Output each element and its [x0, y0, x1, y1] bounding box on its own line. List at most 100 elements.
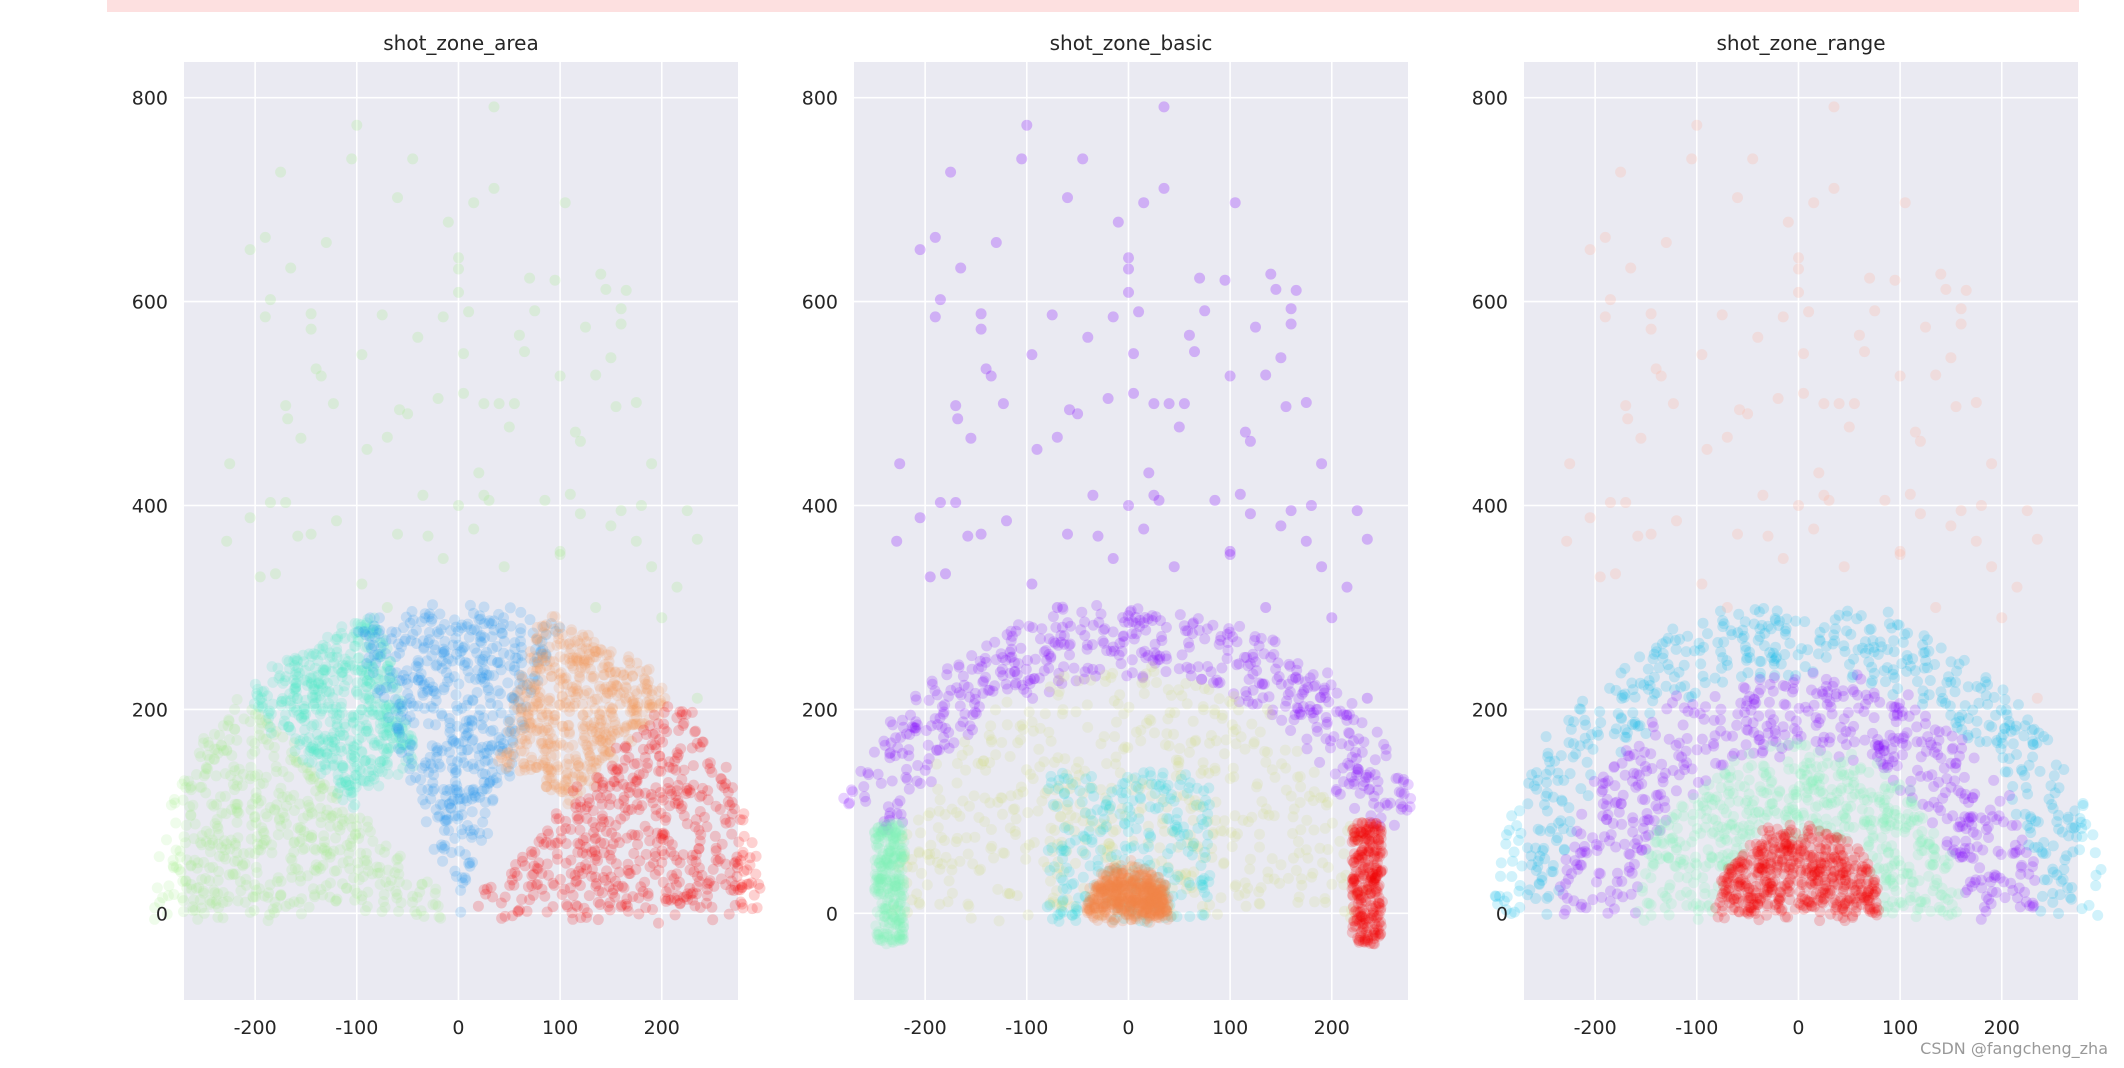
- scatter-point: [605, 520, 617, 532]
- scatter-point: [324, 851, 336, 863]
- scatter-point: [450, 870, 462, 882]
- scatter-point: [378, 743, 390, 755]
- scatter-point: [600, 874, 611, 886]
- scatter-point: [468, 523, 480, 535]
- scatter-point: [1314, 692, 1326, 704]
- scatter-point: [396, 746, 408, 758]
- scatter-point: [1085, 674, 1097, 686]
- scatter-point: [271, 799, 283, 811]
- scatter-point: [449, 865, 461, 877]
- scatter-point: [406, 735, 418, 747]
- scatter-point: [306, 831, 318, 843]
- scatter-point: [260, 834, 272, 846]
- scatter-point: [719, 782, 730, 794]
- scatter-point: [450, 764, 462, 776]
- scatter-point: [324, 687, 335, 699]
- scatter-point: [1254, 726, 1266, 738]
- scatter-point: [1053, 915, 1065, 927]
- scatter-point: [256, 717, 268, 729]
- scatter-point: [353, 733, 365, 745]
- scatter-point: [361, 658, 373, 670]
- scatter-point: [253, 723, 265, 735]
- scatter-point: [400, 739, 411, 751]
- scatter-point: [610, 401, 622, 413]
- scatter-point: [357, 871, 369, 883]
- scatter-point: [378, 674, 390, 686]
- scatter-point: [252, 683, 264, 695]
- scatter-point: [912, 760, 924, 771]
- scatter-point: [288, 691, 299, 703]
- scatter-point: [1297, 701, 1309, 713]
- scatter-point: [680, 788, 692, 800]
- scatter-point: [922, 810, 934, 822]
- scatter-point: [1081, 699, 1093, 711]
- scatter-point: [335, 777, 347, 789]
- scatter-point: [598, 744, 610, 756]
- scatter-point: [988, 852, 1000, 864]
- scatter-point: [924, 854, 936, 866]
- scatter-point: [596, 887, 608, 899]
- scatter-point: [337, 794, 349, 806]
- scatter-point: [375, 650, 387, 662]
- scatter-point: [391, 892, 403, 904]
- scatter-point: [1212, 677, 1224, 689]
- scatter-point: [367, 663, 379, 675]
- scatter-point: [1103, 895, 1115, 907]
- scatter-point: [353, 652, 365, 664]
- scatter-point: [338, 815, 350, 827]
- scatter-point: [315, 768, 327, 779]
- scatter-point: [618, 726, 630, 738]
- plot-area: [184, 62, 738, 1000]
- scatter-point: [897, 721, 909, 733]
- scatter-point: [366, 643, 378, 655]
- scatter-point: [184, 782, 196, 794]
- scatter-point: [232, 895, 244, 907]
- scatter-point: [838, 792, 850, 804]
- scatter-point: [301, 762, 313, 773]
- scatter-point: [549, 709, 561, 721]
- scatter-point: [464, 672, 476, 684]
- scatter-point: [250, 884, 262, 896]
- scatter-point: [492, 685, 504, 697]
- scatter-point: [473, 467, 485, 479]
- scatter-point: [317, 667, 329, 679]
- scatter-point: [345, 749, 357, 761]
- scatter-point: [284, 663, 296, 675]
- scatter-point: [455, 801, 467, 813]
- scatter-point: [1059, 822, 1071, 834]
- scatter-point: [397, 705, 409, 717]
- scatter-point: [359, 855, 371, 867]
- scatter-point: [327, 692, 339, 704]
- scatter-point: [230, 802, 242, 814]
- scatter-point: [1301, 743, 1313, 755]
- scatter-point: [317, 733, 329, 745]
- scatter-point: [253, 883, 265, 895]
- scatter-point: [258, 685, 270, 697]
- scatter-point: [1045, 651, 1057, 662]
- scatter-point: [331, 865, 342, 877]
- scatter-point: [188, 833, 200, 845]
- scatter-point: [1145, 831, 1157, 843]
- scatter-point: [346, 631, 358, 643]
- scatter-point: [180, 875, 191, 887]
- scatter-point: [352, 636, 364, 647]
- scatter-point: [389, 703, 401, 715]
- scatter-point: [466, 806, 478, 818]
- scatter-point: [372, 867, 384, 879]
- scatter-point: [1051, 800, 1063, 812]
- scatter-point: [346, 821, 358, 833]
- scatter-point: [975, 863, 986, 875]
- scatter-point: [1252, 778, 1263, 790]
- scatter-point: [1267, 634, 1279, 646]
- scatter-point: [434, 799, 446, 810]
- scatter-point: [444, 798, 456, 810]
- scatter-point: [523, 718, 535, 730]
- scatter-point: [228, 761, 240, 773]
- scatter-point: [977, 687, 989, 699]
- scatter-point: [649, 739, 661, 751]
- scatter-point: [390, 885, 402, 897]
- scatter-point: [1295, 781, 1307, 793]
- scatter-point: [1064, 649, 1075, 661]
- scatter-point: [351, 739, 363, 751]
- scatter-point: [304, 745, 316, 757]
